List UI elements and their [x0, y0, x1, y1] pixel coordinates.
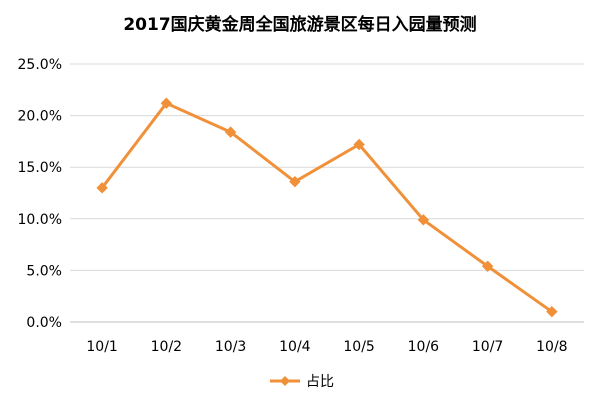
- x-tick-labels: 10/1 10/2 10/3 10/4 10/5 10/6 10/7 10/8: [86, 339, 567, 355]
- chart-title: 2017国庆黄金周全国旅游景区每日入园量预测: [123, 15, 477, 35]
- data-point: [417, 214, 430, 226]
- y-tick-label: 10.0%: [18, 212, 62, 228]
- y-tick-label: 0.0%: [26, 315, 62, 331]
- x-tick-label: 10/8: [536, 339, 567, 355]
- y-tick-label: 20.0%: [18, 109, 62, 125]
- data-point: [289, 175, 301, 188]
- gridlines: [70, 63, 584, 271]
- x-tick-label: 10/7: [472, 339, 503, 355]
- data-point: [481, 260, 494, 272]
- x-tick-label: 10/5: [343, 339, 374, 355]
- x-tick-label: 10/3: [215, 339, 246, 355]
- y-tick-label: 15.0%: [18, 160, 62, 176]
- x-tick-label: 10/2: [151, 339, 182, 355]
- legend-marker: [280, 376, 290, 386]
- y-tick-label: 25.0%: [18, 57, 62, 73]
- legend-label: 占比: [306, 374, 334, 390]
- data-point: [160, 97, 173, 109]
- series-layer: [96, 97, 558, 318]
- data-point: [224, 126, 237, 138]
- x-tick-label: 10/1: [86, 339, 117, 355]
- series-line: [100, 101, 554, 314]
- legend: 占比: [270, 374, 334, 390]
- y-tick-labels: 0.0% 5.0% 10.0% 15.0% 20.0% 25.0%: [18, 57, 62, 331]
- x-tick-label: 10/4: [279, 339, 311, 355]
- y-tick-label: 5.0%: [26, 263, 62, 279]
- x-tick-label: 10/6: [408, 339, 440, 355]
- data-point: [546, 305, 558, 318]
- data-point: [353, 138, 365, 151]
- data-point: [96, 182, 108, 194]
